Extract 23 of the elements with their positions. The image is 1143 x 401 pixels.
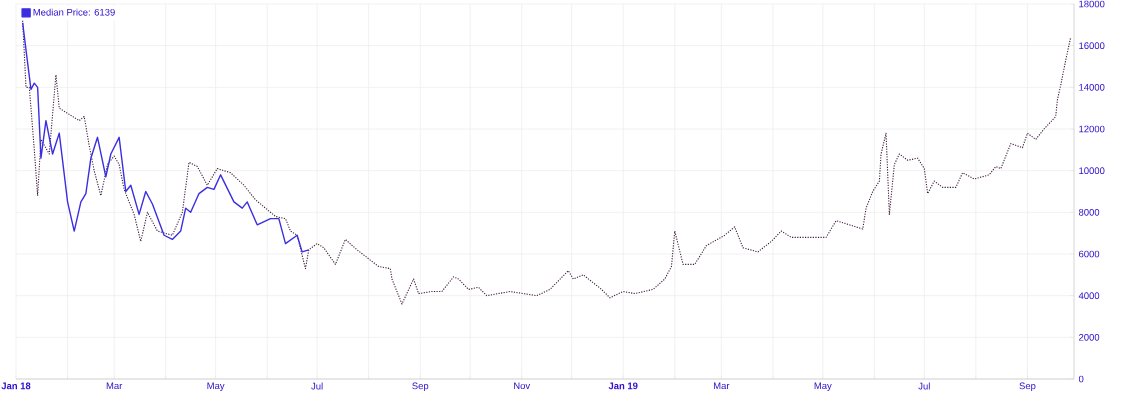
x-tick-label: Mar: [106, 382, 123, 390]
line-series: [21, 22, 310, 253]
y-tick-label: 8000: [1078, 208, 1100, 216]
y-tick-label: 12000: [1079, 125, 1105, 133]
y-tick-label: 10000: [1079, 167, 1105, 175]
x-tick-label: Sep: [412, 382, 429, 392]
x-tick-label: Sep: [1019, 382, 1036, 392]
legend-label: Median Price: 6139: [33, 8, 115, 16]
x-tick-label: May: [207, 382, 225, 391]
x-tick-label: Nov: [514, 382, 531, 390]
x-tick-label: Mar: [713, 382, 730, 390]
y-tick-label: 14000: [1079, 83, 1105, 91]
y-tick-label: 0: [1078, 375, 1084, 383]
x-tick-label: Jan 19: [608, 382, 638, 390]
x-tick-label: Jul: [311, 382, 323, 390]
y-tick-label: 2000: [1079, 333, 1100, 341]
y-tick-label: 4000: [1078, 292, 1100, 300]
y-tick-label: 16000: [1079, 42, 1105, 50]
x-tick-label: May: [814, 382, 832, 391]
y-tick-label: 6000: [1079, 250, 1100, 258]
x-tick-label: Jul: [918, 382, 930, 390]
x-tick-label: Jan 18: [1, 382, 31, 390]
y-tick-label: 18000: [1079, 0, 1105, 8]
